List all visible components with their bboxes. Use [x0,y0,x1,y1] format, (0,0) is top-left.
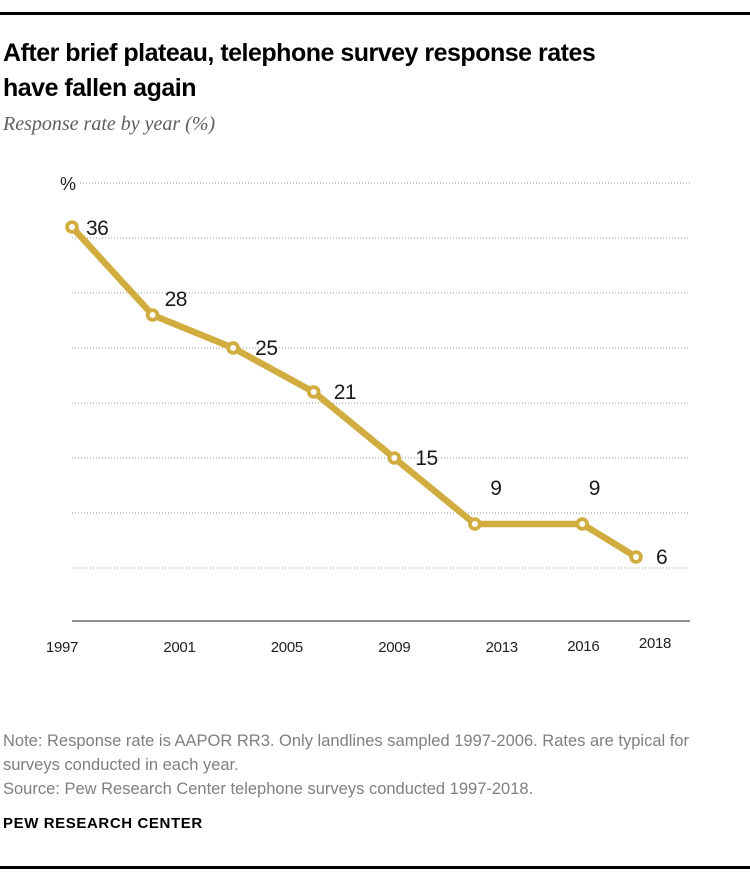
chart-title-line1: After brief plateau, telephone survey re… [3,39,596,67]
response-rate-line-chart: % 36 28 25 21 15 9 9 6 1997 2001 2005 2009 2013 2016 20… [46,174,690,656]
x-tick-label: 1997 [46,639,78,656]
x-tick-label: 2005 [271,639,303,656]
note-line2: surveys conducted in each year. [3,756,239,774]
response-rate-line [69,224,638,560]
data-point-label: 21 [334,381,356,404]
data-point-marker [629,550,643,564]
data-point-label: 25 [255,337,277,360]
data-point-marker [468,517,482,531]
x-tick-label: 2018 [639,635,671,652]
data-point-marker [65,220,79,234]
bottom-divider [0,866,750,869]
chart-subtitle: Response rate by year (%) [3,113,216,135]
data-point-marker [145,308,160,322]
data-point-label: 15 [415,447,437,470]
data-point-label: 28 [165,288,187,311]
footer-notes: Note: Response rate is AAPOR RR3. Only l… [3,729,748,801]
data-point-label: 9 [589,477,600,500]
source-line: Source: Pew Research Center telephone su… [3,780,534,798]
data-point-marker [306,385,321,399]
data-point-label: 9 [490,477,501,500]
x-tick-label: 2009 [378,639,410,656]
y-axis-unit-label: % [60,174,76,194]
x-tick-label: 2016 [567,638,599,655]
chart-title-line2: have fallen again [3,74,196,102]
pew-research-center-wordmark: PEW RESEARCH CENTER [3,815,203,832]
x-tick-label: 2013 [486,639,518,656]
chart-title: After brief plateau, telephone survey re… [3,36,743,106]
note-line1: Note: Response rate is AAPOR RR3. Only l… [3,732,690,750]
data-point-marker [226,341,240,355]
data-point-marker [387,451,402,465]
data-point-label: 6 [656,546,667,569]
top-divider [0,12,750,15]
data-point-marker [575,517,590,531]
x-tick-label: 2001 [163,639,195,656]
data-point-label: 36 [86,217,108,240]
